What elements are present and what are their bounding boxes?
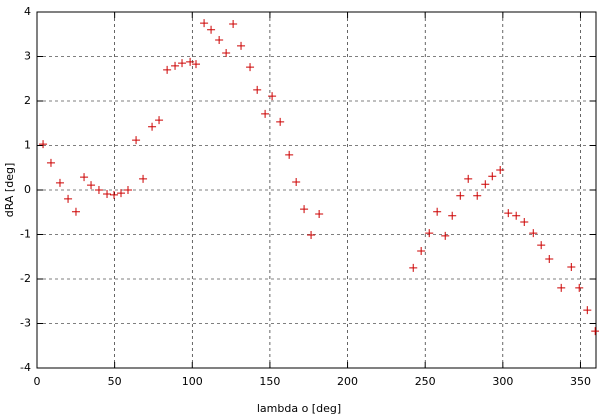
point [575,283,584,292]
point [567,262,576,271]
point [545,254,554,263]
y-tick-label: -3 [20,317,31,330]
point [215,36,224,45]
point [103,190,112,199]
point [148,122,157,131]
x-tick-label: 50 [108,375,122,388]
point [178,59,187,68]
y-tick-label: 2 [24,94,31,107]
point [237,41,246,50]
point [488,172,497,181]
y-axis-label: dRA [deg] [3,163,16,218]
point [117,189,126,198]
point [171,61,180,70]
point [87,181,96,190]
point [229,20,238,29]
point [186,57,195,66]
y-tick-label: -4 [20,361,31,374]
point [512,211,521,220]
y-tick-label: 1 [24,139,31,152]
point [417,246,426,255]
point [200,19,209,28]
point [55,178,64,187]
point [481,180,490,189]
plot-frame [36,11,597,369]
point [473,191,482,200]
x-tick-label: 100 [182,375,203,388]
point [504,209,513,218]
point [315,210,324,219]
point [94,186,103,194]
point [207,25,216,34]
y-tick-label: 0 [24,183,31,196]
y-tick-label: -2 [20,272,31,285]
point [307,230,316,239]
y-tick-label: 3 [24,50,31,63]
x-tick-label: 300 [492,375,513,388]
point [123,186,132,194]
point [441,231,450,240]
point [285,150,294,159]
y-tick-label: -1 [20,228,31,241]
point [292,177,301,186]
point [529,229,538,238]
x-axis-label: lambda o [deg] [257,402,341,415]
point [253,85,262,94]
point [39,140,48,149]
point [261,109,270,118]
point [537,241,546,250]
point [496,165,505,174]
y-tick-label: 4 [24,5,31,18]
point [222,48,231,57]
point [110,190,119,199]
point [276,117,285,126]
point [520,218,529,227]
point [456,191,465,200]
point [246,63,255,72]
point [591,327,599,336]
point [433,207,442,216]
x-tick-label: 150 [259,375,280,388]
point [80,173,89,182]
point [192,60,201,69]
x-tick-label: 0 [34,375,41,388]
point [71,207,80,216]
point [163,65,172,74]
point [583,306,592,315]
x-tick-label: 350 [570,375,591,388]
x-tick-label: 250 [415,375,436,388]
point [46,158,55,167]
point [64,194,73,203]
point [409,263,418,272]
x-tick-label: 200 [337,375,358,388]
point [425,229,434,238]
point [557,283,566,292]
point [268,92,277,101]
point [139,174,148,183]
point [448,211,457,220]
point [155,116,164,125]
point [132,136,141,145]
point [464,174,473,183]
point [300,205,309,214]
